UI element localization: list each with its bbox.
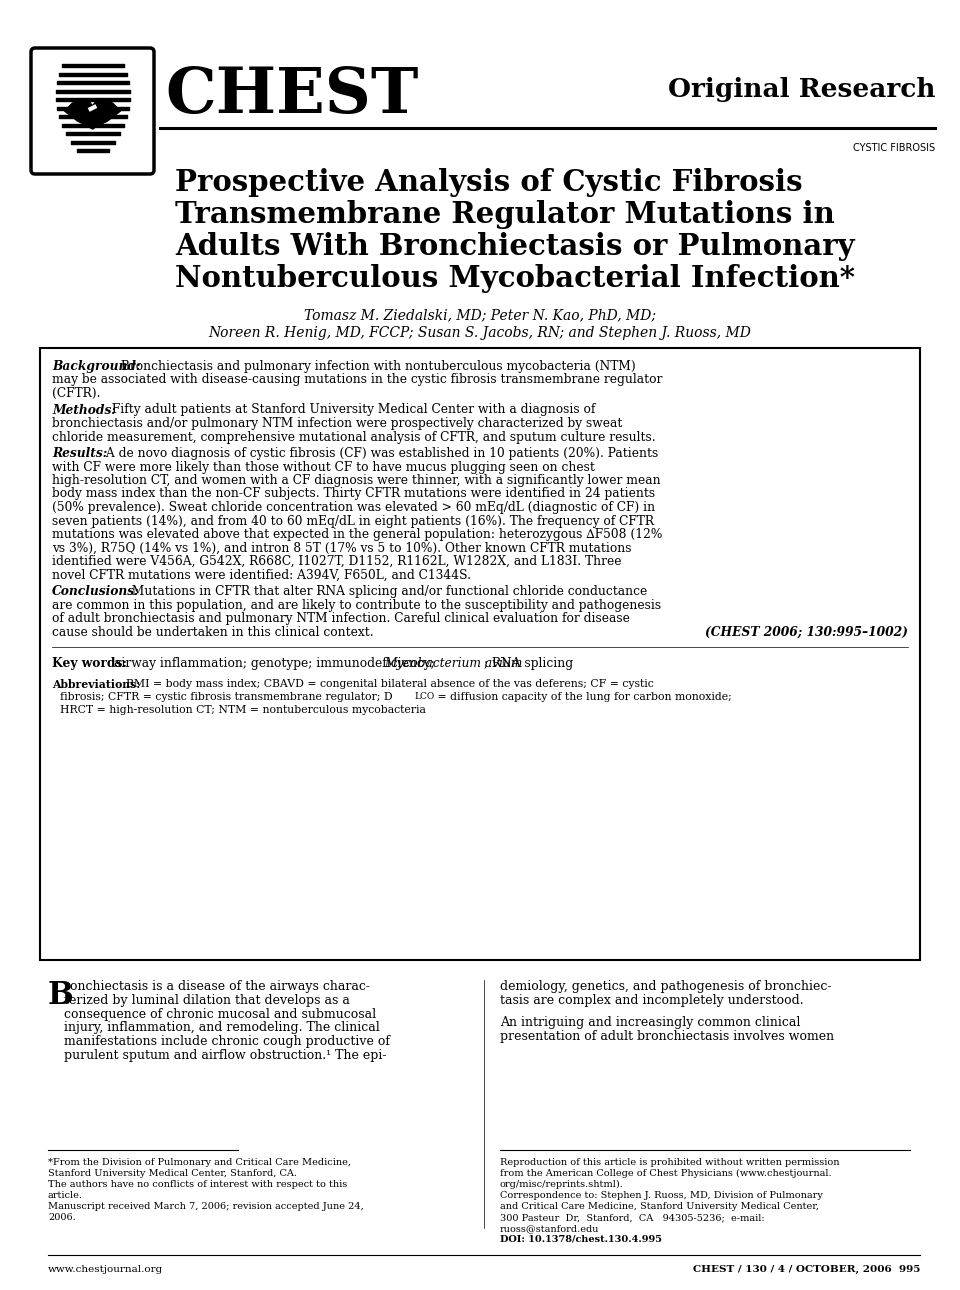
Text: Correspondence to: Stephen J. Ruoss, MD, Division of Pulmonary: Correspondence to: Stephen J. Ruoss, MD,… xyxy=(500,1191,823,1200)
Text: bronchiectasis and/or pulmonary NTM infection were prospectively characterized b: bronchiectasis and/or pulmonary NTM infe… xyxy=(52,417,622,430)
Text: Mutations in CFTR that alter RNA splicing and/or functional chloride conductance: Mutations in CFTR that alter RNA splicin… xyxy=(128,584,647,599)
Text: Original Research: Original Research xyxy=(667,77,935,102)
Text: manifestations include chronic cough productive of: manifestations include chronic cough pro… xyxy=(64,1035,390,1049)
Text: Adults With Bronchiectasis or Pulmonary: Adults With Bronchiectasis or Pulmonary xyxy=(175,232,854,261)
Text: are common in this population, and are likely to contribute to the susceptibilit: are common in this population, and are l… xyxy=(52,599,661,611)
Text: Tomasz M. Ziedalski, MD; Peter N. Kao, PhD, MD;: Tomasz M. Ziedalski, MD; Peter N. Kao, P… xyxy=(304,308,656,322)
Text: body mass index than the non-CF subjects. Thirty CFTR mutations were identified : body mass index than the non-CF subjects… xyxy=(52,488,655,501)
Text: tasis are complex and incompletely understood.: tasis are complex and incompletely under… xyxy=(500,993,804,1006)
Text: with CF were more likely than those without CF to have mucus plugging seen on ch: with CF were more likely than those with… xyxy=(52,461,595,473)
Text: 300 Pasteur  Dr,  Stanford,  CA   94305-5236;  e-mail:: 300 Pasteur Dr, Stanford, CA 94305-5236;… xyxy=(500,1213,764,1222)
Text: Manuscript received March 7, 2006; revision accepted June 24,: Manuscript received March 7, 2006; revis… xyxy=(48,1202,364,1211)
Text: demiology, genetics, and pathogenesis of bronchiec-: demiology, genetics, and pathogenesis of… xyxy=(500,980,831,993)
Text: CYSTIC FIBROSIS: CYSTIC FIBROSIS xyxy=(852,143,935,154)
Text: vs 3%), R75Q (14% vs 1%), and intron 8 5T (17% vs 5 to 10%). Other known CFTR mu: vs 3%), R75Q (14% vs 1%), and intron 8 5… xyxy=(52,542,632,555)
Text: www.chestjournal.org: www.chestjournal.org xyxy=(48,1265,163,1275)
Text: chloride measurement, comprehensive mutational analysis of CFTR, and sputum cult: chloride measurement, comprehensive muta… xyxy=(52,431,656,444)
Text: Stanford University Medical Center, Stanford, CA.: Stanford University Medical Center, Stan… xyxy=(48,1169,297,1178)
FancyBboxPatch shape xyxy=(31,48,154,174)
Text: cause should be undertaken in this clinical context.: cause should be undertaken in this clini… xyxy=(52,626,373,639)
Text: BMI = body mass index; CBAVD = congenital bilateral absence of the vas deferens;: BMI = body mass index; CBAVD = congenita… xyxy=(126,679,654,689)
Text: injury, inflammation, and remodeling. The clinical: injury, inflammation, and remodeling. Th… xyxy=(64,1022,380,1035)
Text: mutations was elevated above that expected in the general population: heterozygo: mutations was elevated above that expect… xyxy=(52,528,662,541)
Text: novel CFTR mutations were identified: A394V, F650L, and C1344S.: novel CFTR mutations were identified: A3… xyxy=(52,569,471,582)
Text: Nontuberculous Mycobacterial Infection*: Nontuberculous Mycobacterial Infection* xyxy=(175,264,855,293)
Text: presentation of adult bronchiectasis involves women: presentation of adult bronchiectasis inv… xyxy=(500,1029,834,1042)
Text: Methods:: Methods: xyxy=(52,404,116,417)
Text: Noreen R. Henig, MD, FCCP; Susan S. Jacobs, RN; and Stephen J. Ruoss, MD: Noreen R. Henig, MD, FCCP; Susan S. Jaco… xyxy=(208,326,752,341)
Text: Bronchiectasis and pulmonary infection with nontuberculous mycobacteria (NTM): Bronchiectasis and pulmonary infection w… xyxy=(117,360,636,373)
Text: (CFTR).: (CFTR). xyxy=(52,387,101,400)
Bar xyxy=(40,348,920,960)
Text: An intriguing and increasingly common clinical: An intriguing and increasingly common cl… xyxy=(500,1017,801,1029)
Text: article.: article. xyxy=(48,1191,83,1200)
Text: Transmembrane Regulator Mutations in: Transmembrane Regulator Mutations in xyxy=(175,200,835,230)
Text: Prospective Analysis of Cystic Fibrosis: Prospective Analysis of Cystic Fibrosis xyxy=(175,168,803,197)
Text: Results:: Results: xyxy=(52,448,108,461)
Text: (CHEST 2006; 130:995–1002): (CHEST 2006; 130:995–1002) xyxy=(706,626,908,639)
Text: and Critical Care Medicine, Stanford University Medical Center,: and Critical Care Medicine, Stanford Uni… xyxy=(500,1202,819,1211)
Text: 2006.: 2006. xyxy=(48,1213,76,1222)
Text: *From the Division of Pulmonary and Critical Care Medicine,: *From the Division of Pulmonary and Crit… xyxy=(48,1158,351,1167)
Text: Fifty adult patients at Stanford University Medical Center with a diagnosis of: Fifty adult patients at Stanford Univers… xyxy=(108,404,595,417)
Text: CHEST / 130 / 4 / OCTOBER, 2006  995: CHEST / 130 / 4 / OCTOBER, 2006 995 xyxy=(692,1265,920,1275)
Polygon shape xyxy=(64,99,121,129)
Text: high-resolution CT, and women with a CF diagnosis were thinner, with a significa: high-resolution CT, and women with a CF … xyxy=(52,473,660,488)
Text: fibrosis; CFTR = cystic fibrosis transmembrane regulator; D: fibrosis; CFTR = cystic fibrosis transme… xyxy=(60,691,393,702)
Text: airway inflammation; genotype; immunodeficiency;: airway inflammation; genotype; immunodef… xyxy=(114,657,439,670)
Text: org/misc/reprints.shtml).: org/misc/reprints.shtml). xyxy=(500,1180,624,1189)
Text: Key words:: Key words: xyxy=(52,657,127,670)
Text: B: B xyxy=(48,980,74,1011)
Text: The authors have no conflicts of interest with respect to this: The authors have no conflicts of interes… xyxy=(48,1180,348,1189)
Text: seven patients (14%), and from 40 to 60 mEq/dL in eight patients (16%). The freq: seven patients (14%), and from 40 to 60 … xyxy=(52,515,654,528)
Text: identified were V456A, G542X, R668C, I1027T, D1152, R1162L, W1282X, and L183I. T: identified were V456A, G542X, R668C, I10… xyxy=(52,555,621,568)
Text: Reproduction of this article is prohibited without written permission: Reproduction of this article is prohibit… xyxy=(500,1158,839,1167)
Text: LCO: LCO xyxy=(414,691,434,700)
Text: (50% prevalence). Sweat chloride concentration was elevated > 60 mEq/dL (diagnos: (50% prevalence). Sweat chloride concent… xyxy=(52,501,655,513)
Text: ronchiectasis is a disease of the airways charac-: ronchiectasis is a disease of the airway… xyxy=(64,980,370,993)
Text: from the American College of Chest Physicians (www.chestjournal.: from the American College of Chest Physi… xyxy=(500,1169,831,1178)
Text: of adult bronchiectasis and pulmonary NTM infection. Careful clinical evaluation: of adult bronchiectasis and pulmonary NT… xyxy=(52,611,630,624)
Text: HRCT = high-resolution CT; NTM = nontuberculous mycobacteria: HRCT = high-resolution CT; NTM = nontube… xyxy=(60,706,426,715)
Text: A de novo diagnosis of cystic fibrosis (CF) was established in 10 patients (20%): A de novo diagnosis of cystic fibrosis (… xyxy=(102,448,659,461)
Text: Background:: Background: xyxy=(52,360,140,373)
Text: purulent sputum and airflow obstruction.¹ The epi-: purulent sputum and airflow obstruction.… xyxy=(64,1049,387,1062)
Text: CHEST: CHEST xyxy=(165,64,419,125)
Text: Mycobacterium avium: Mycobacterium avium xyxy=(384,657,522,670)
Text: = diffusion capacity of the lung for carbon monoxide;: = diffusion capacity of the lung for car… xyxy=(434,691,732,702)
Text: ruoss@stanford.edu: ruoss@stanford.edu xyxy=(500,1224,599,1233)
Text: ; RNA splicing: ; RNA splicing xyxy=(484,657,573,670)
Text: terized by luminal dilation that develops as a: terized by luminal dilation that develop… xyxy=(64,993,349,1006)
Text: consequence of chronic mucosal and submucosal: consequence of chronic mucosal and submu… xyxy=(64,1007,376,1020)
Text: Conclusions:: Conclusions: xyxy=(52,584,139,599)
Text: may be associated with disease-causing mutations in the cystic fibrosis transmem: may be associated with disease-causing m… xyxy=(52,374,662,387)
Text: Abbreviations:: Abbreviations: xyxy=(52,679,140,690)
Text: DOI: 10.1378/chest.130.4.995: DOI: 10.1378/chest.130.4.995 xyxy=(500,1235,662,1244)
